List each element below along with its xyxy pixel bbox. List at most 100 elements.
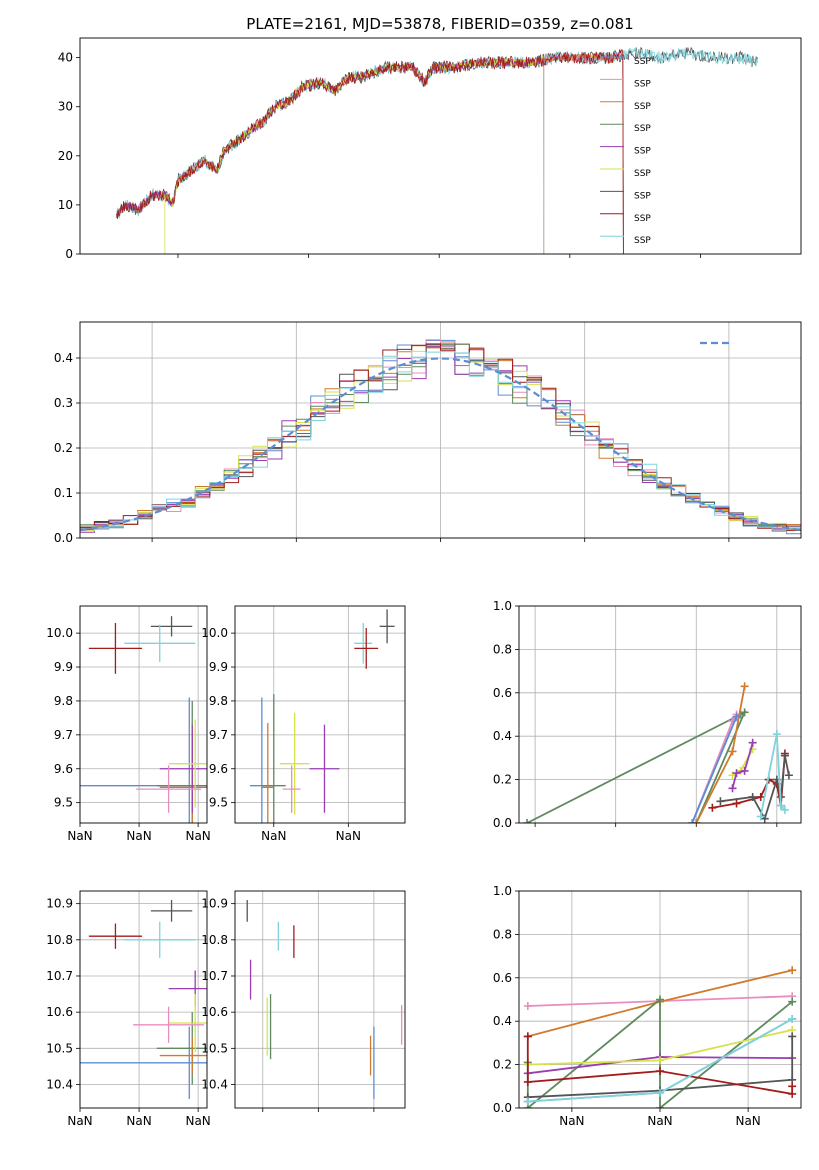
weight-marker — [788, 997, 797, 1006]
y-tick-label: 0.4 — [493, 729, 512, 743]
y-tick-label: 10.4 — [201, 1077, 228, 1091]
spectrum-salpeter-stelib — [116, 49, 624, 254]
y-tick-label: 10.8 — [201, 933, 228, 947]
y-tick-label: 10.5 — [46, 1041, 73, 1055]
weight-marker — [788, 966, 797, 975]
weight-marker — [523, 1097, 532, 1106]
y-tick-label: 0.4 — [54, 351, 73, 365]
weight-marker — [756, 812, 765, 821]
weight-marker — [656, 1088, 664, 1097]
chart-title: PLATE=2161, MJD=53878, FIBERID=0359, z=0… — [246, 15, 633, 33]
y-tick-label: 10.6 — [201, 1005, 228, 1019]
y-tick-label: 0.6 — [493, 686, 512, 700]
weight-marker — [748, 792, 757, 801]
weight-marker — [523, 819, 532, 823]
mass-weight-vs-age-panel: 0.0 0.2 0.4 0.6 0.8 1.0 — [493, 599, 802, 830]
residual-distribution-panel: 0.0 0.1 0.2 0.3 0.4 — [54, 321, 802, 545]
y-tick-label: 0.0 — [493, 816, 512, 830]
axes-frame — [518, 890, 802, 1109]
weight-marker — [788, 1032, 797, 1041]
weight-marker — [656, 1104, 664, 1108]
legend-subscript: SSP — [634, 214, 651, 224]
legend-entry: SSP — [634, 169, 651, 179]
weight-marker — [688, 819, 697, 823]
weight-marker — [756, 792, 765, 801]
weight-marker — [732, 769, 741, 778]
y-tick-label: 30 — [58, 100, 73, 114]
y-tick-label: 0 — [65, 247, 73, 261]
y-tick-label: 1.0 — [493, 599, 512, 613]
histogram-kroupa-stelib — [80, 351, 801, 530]
y-tick-label: 20 — [58, 149, 73, 163]
legend-subscript: SSP — [634, 191, 651, 201]
weight-line — [527, 1036, 794, 1099]
weight-marker — [780, 805, 789, 814]
weight-marker — [788, 1015, 797, 1024]
axes-frame — [79, 890, 208, 1109]
legend-subscript: SSP — [634, 102, 651, 112]
legend-subscript: SSP — [634, 147, 651, 157]
weight-marker — [728, 747, 737, 756]
axes-frame — [79, 321, 802, 539]
mass-weight-vs-metallicity-panel: NaN NaN NaN 0.0 0.2 0.4 0.6 0.8 1.0 — [493, 884, 802, 1128]
y-tick-label: 9.7 — [209, 728, 228, 742]
y-tick-label: 0.2 — [493, 1058, 512, 1072]
y-tick-label: 40 — [58, 51, 73, 65]
y-tick-label: 0.2 — [493, 773, 512, 787]
age-vs-metallicity-panel: NaN NaN NaN 9.5 9.6 9.7 9.8 9.9 10.0 — [46, 605, 211, 843]
y-tick-label: 0.2 — [54, 441, 73, 455]
y-tick-label: 9.8 — [54, 694, 73, 708]
y-tick-label: 10.7 — [201, 969, 228, 983]
weight-marker — [740, 682, 749, 691]
y-tick-label: 9.8 — [209, 694, 228, 708]
legend-entry: SSP — [634, 79, 651, 89]
weight-marker — [656, 1067, 664, 1076]
weight-marker — [776, 801, 785, 810]
weight-marker — [772, 730, 781, 739]
y-tick-label: 10.0 — [201, 626, 228, 640]
y-tick-label: 1.0 — [493, 884, 512, 898]
spectrum-kroupa-elodie — [164, 55, 545, 254]
x-tick-label: NaN — [67, 1114, 92, 1128]
y-tick-label: 10.5 — [201, 1041, 228, 1055]
weight-marker — [740, 766, 749, 775]
weight-marker — [728, 784, 737, 793]
axes-frame — [79, 37, 802, 255]
legend-subscript: SSP — [634, 79, 651, 89]
spectrum-kroupa-miles — [116, 51, 624, 254]
axes-frame — [234, 890, 406, 1109]
x-tick-label: NaN — [67, 829, 92, 843]
legend-entry: SSP — [634, 102, 651, 112]
y-tick-label: 9.7 — [54, 728, 73, 742]
spectrum-chabrier-stelib — [116, 46, 758, 219]
legend-subscript: SSP — [634, 124, 651, 134]
weight-marker — [732, 712, 741, 721]
y-tick-label: 10 — [58, 198, 73, 212]
weight-line — [759, 733, 786, 817]
legend-entry: SSP — [634, 147, 651, 157]
y-tick-label: 10.9 — [46, 897, 73, 911]
axes-frame — [518, 605, 802, 824]
y-tick-label: 10.0 — [46, 626, 73, 640]
weight-marker — [788, 1082, 797, 1091]
legend-entry: SSP — [634, 124, 651, 134]
y-tick-label: 0.8 — [493, 642, 512, 656]
weight-marker — [716, 797, 725, 806]
weight-line — [691, 716, 738, 823]
spectrum-panel: 0 10 20 30 40 SSP SSP SSP SSP SSP SSP SSP SSP SSP — [58, 37, 802, 261]
weight-marker — [760, 814, 769, 823]
mass-vs-extinction-panel: 10.4 10.5 10.6 10.7 10.8 10.9 — [201, 890, 406, 1112]
legend-subscript: SSP — [634, 236, 651, 246]
x-tick-label: NaN — [185, 829, 210, 843]
weight-marker — [732, 799, 741, 808]
legend-entry: SSP — [634, 57, 651, 67]
y-tick-label: 10.7 — [46, 969, 73, 983]
weight-marker — [748, 738, 757, 747]
x-tick-label: NaN — [126, 1114, 151, 1128]
axes-frame — [234, 605, 406, 824]
weight-marker — [788, 1089, 797, 1098]
spectrum-chabrier-miles — [116, 51, 624, 254]
y-tick-label: 0.0 — [54, 531, 73, 545]
x-tick-label: NaN — [336, 829, 361, 843]
